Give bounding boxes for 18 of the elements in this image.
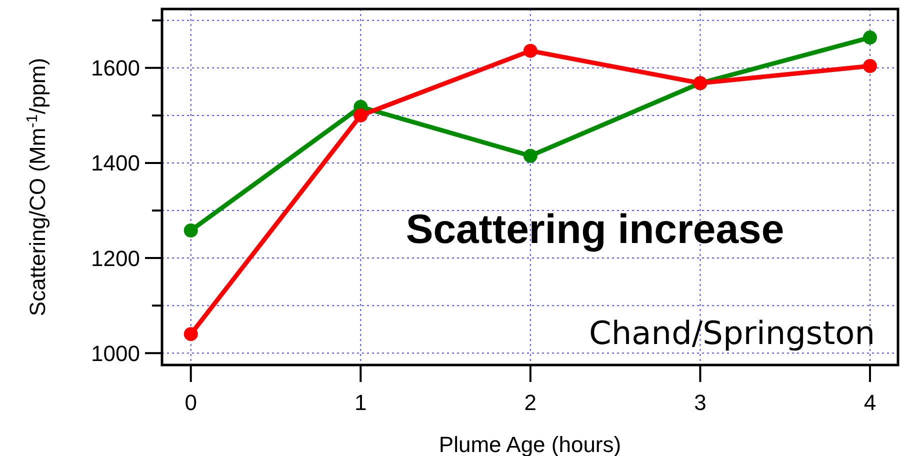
point — [184, 327, 198, 342]
point — [523, 44, 538, 58]
x-tick-label: 2 — [524, 390, 537, 415]
y-tick-label: 1600 — [91, 56, 140, 81]
point — [523, 148, 538, 163]
y-tick-label: 1200 — [91, 246, 140, 271]
x-tick-label: 0 — [184, 390, 197, 415]
point — [354, 108, 368, 122]
point — [862, 59, 877, 74]
y-tick-label: 1400 — [91, 150, 140, 176]
annotation: Scattering increase — [406, 206, 784, 252]
x-tick-label: 4 — [864, 390, 876, 415]
point — [184, 223, 198, 238]
y-tick-label: 1000 — [91, 340, 140, 366]
x-tick-label: 3 — [694, 390, 706, 415]
point — [862, 30, 877, 45]
x-tick-label: 1 — [354, 390, 367, 415]
annotation: Chand/Springston — [589, 314, 875, 352]
